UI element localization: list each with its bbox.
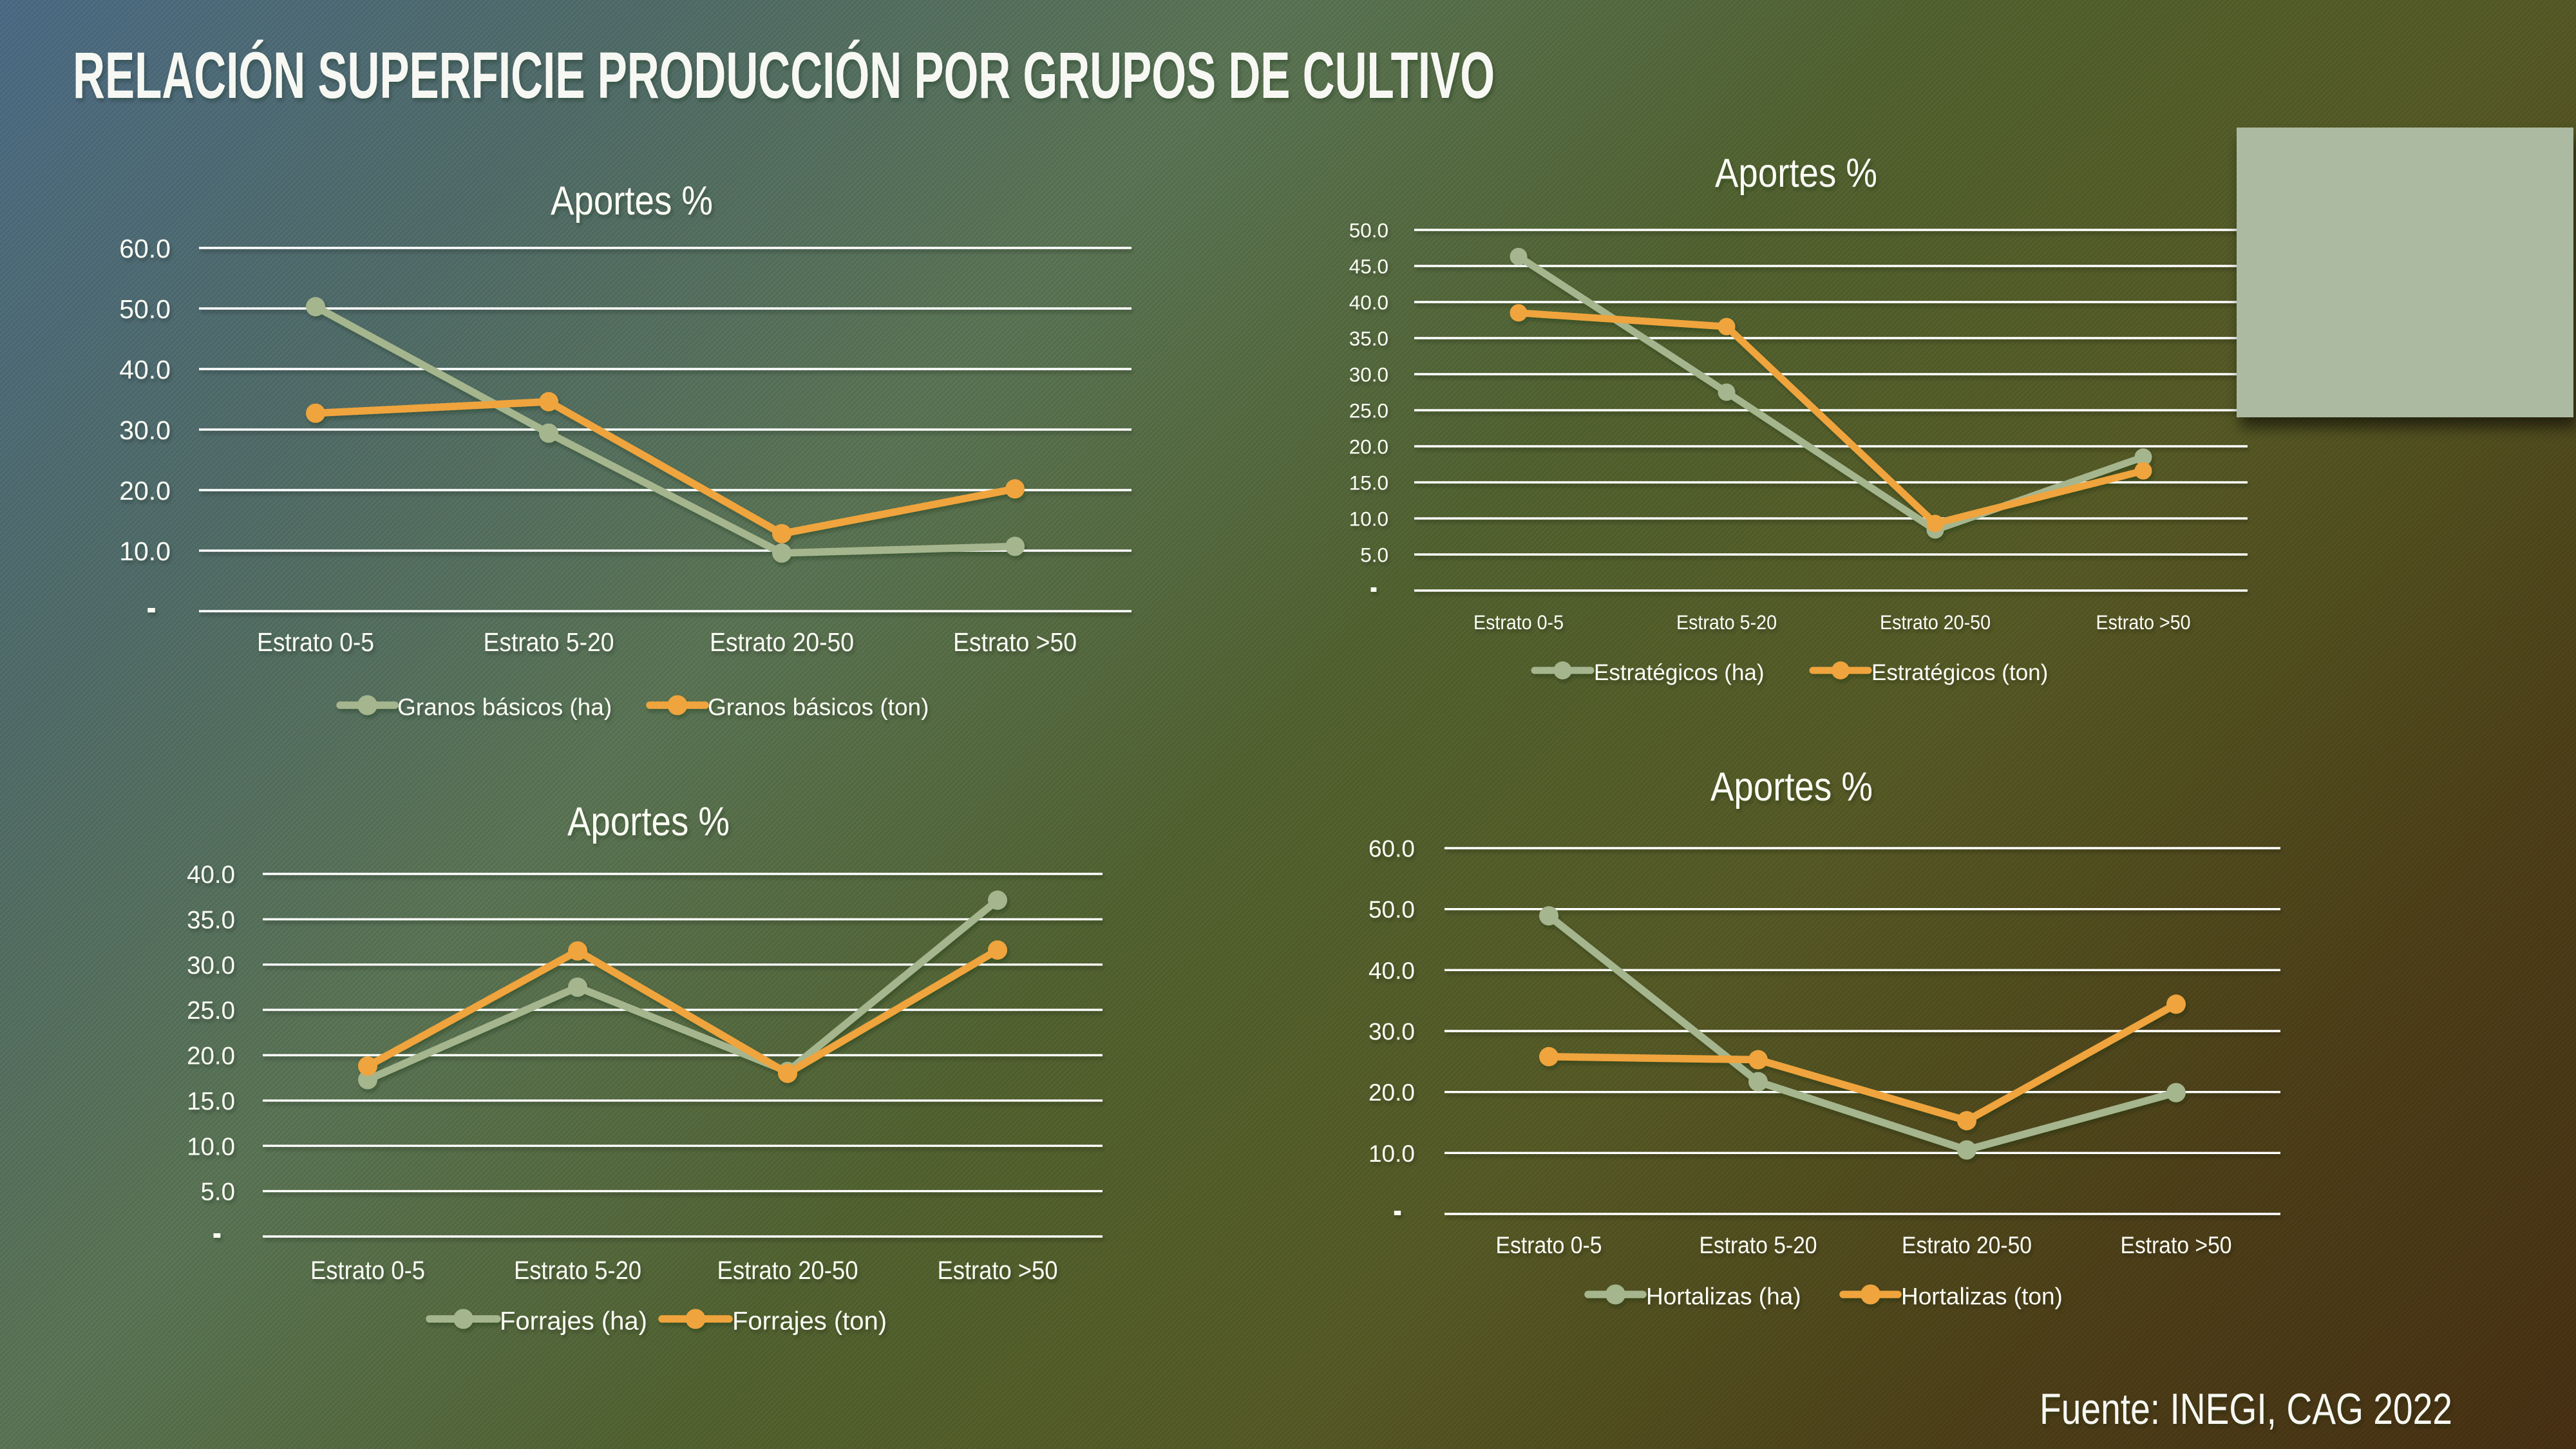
svg-text:20.0: 20.0 <box>187 1043 235 1070</box>
svg-text:50.0: 50.0 <box>1349 219 1388 242</box>
svg-text:Granos básicos (ton): Granos básicos (ton) <box>708 694 929 721</box>
svg-text:Hortalizas (ha): Hortalizas (ha) <box>1646 1283 1801 1310</box>
svg-text:Estrato >50: Estrato >50 <box>2121 1232 2232 1258</box>
svg-text:25.0: 25.0 <box>187 997 235 1025</box>
svg-text:Aportes %: Aportes % <box>567 799 730 844</box>
svg-text:30.0: 30.0 <box>187 952 235 980</box>
svg-text:Estrato 20-50: Estrato 20-50 <box>710 627 854 657</box>
svg-text:20.0: 20.0 <box>1368 1079 1415 1106</box>
svg-text:Forrajes (ton): Forrajes (ton) <box>732 1307 887 1336</box>
svg-text:30.0: 30.0 <box>119 415 171 445</box>
svg-text:10.0: 10.0 <box>187 1133 235 1160</box>
svg-text:Estratégicos (ton): Estratégicos (ton) <box>1871 660 2048 685</box>
svg-text:Estrato 20-50: Estrato 20-50 <box>1902 1232 2032 1258</box>
svg-text:10.0: 10.0 <box>1368 1141 1415 1167</box>
svg-text:Estrato 0-5: Estrato 0-5 <box>310 1256 425 1285</box>
svg-text:40.0: 40.0 <box>1349 291 1388 314</box>
svg-text:Estratégicos (ha): Estratégicos (ha) <box>1594 660 1765 685</box>
svg-text:35.0: 35.0 <box>1349 327 1388 350</box>
svg-text:10.0: 10.0 <box>119 536 171 566</box>
svg-text:Aportes %: Aportes % <box>1715 151 1877 196</box>
svg-text:Estrato 0-5: Estrato 0-5 <box>1496 1232 1602 1258</box>
svg-text:30.0: 30.0 <box>1368 1019 1415 1045</box>
svg-text:Estrato >50: Estrato >50 <box>953 627 1077 657</box>
svg-text:Estrato 5-20: Estrato 5-20 <box>484 627 614 657</box>
svg-text:Estrato 0-5: Estrato 0-5 <box>1473 611 1564 634</box>
svg-text:Aportes %: Aportes % <box>1710 764 1873 810</box>
svg-text:20.0: 20.0 <box>119 476 171 506</box>
svg-text:20.0: 20.0 <box>1349 435 1388 459</box>
svg-text:Fuente: INEGI, CAG 2022: Fuente: INEGI, CAG 2022 <box>2040 1385 2452 1434</box>
svg-text:Estrato 5-20: Estrato 5-20 <box>1700 1232 1817 1258</box>
svg-text:50.0: 50.0 <box>119 294 171 324</box>
svg-text:35.0: 35.0 <box>187 906 235 934</box>
svg-text:15.0: 15.0 <box>1349 471 1388 495</box>
svg-text:Estrato >50: Estrato >50 <box>2096 611 2191 634</box>
svg-text:5.0: 5.0 <box>200 1179 235 1206</box>
svg-text:Estrato 0-5: Estrato 0-5 <box>257 627 374 657</box>
svg-text:50.0: 50.0 <box>1368 896 1415 923</box>
svg-text:Estrato 5-20: Estrato 5-20 <box>1676 611 1777 634</box>
svg-text:Granos básicos (ha): Granos básicos (ha) <box>397 694 612 721</box>
svg-text:40.0: 40.0 <box>1368 958 1415 984</box>
svg-text:30.0: 30.0 <box>1349 363 1388 386</box>
svg-text:Estrato >50: Estrato >50 <box>938 1256 1058 1285</box>
svg-text:40.0: 40.0 <box>119 355 171 384</box>
svg-text:Estrato 20-50: Estrato 20-50 <box>1880 611 1991 634</box>
svg-text:Estrato 5-20: Estrato 5-20 <box>514 1256 641 1285</box>
svg-text:40.0: 40.0 <box>187 861 235 889</box>
svg-text:25.0: 25.0 <box>1349 399 1388 422</box>
svg-text:15.0: 15.0 <box>187 1088 235 1115</box>
svg-text:5.0: 5.0 <box>1360 544 1388 567</box>
svg-text:Forrajes (ha): Forrajes (ha) <box>500 1307 647 1336</box>
svg-text:RELACIÓN SUPERFICIE PRODUCCIÓN: RELACIÓN SUPERFICIE PRODUCCIÓN POR GRUPO… <box>73 39 1495 112</box>
svg-text:10.0: 10.0 <box>1349 507 1388 531</box>
svg-text:Estrato 20-50: Estrato 20-50 <box>717 1256 858 1285</box>
svg-text:45.0: 45.0 <box>1349 255 1388 278</box>
svg-text:Aportes %: Aportes % <box>551 178 713 223</box>
svg-text:60.0: 60.0 <box>119 234 171 263</box>
svg-text:Hortalizas (ton): Hortalizas (ton) <box>1901 1283 2063 1310</box>
svg-text:60.0: 60.0 <box>1368 836 1415 862</box>
